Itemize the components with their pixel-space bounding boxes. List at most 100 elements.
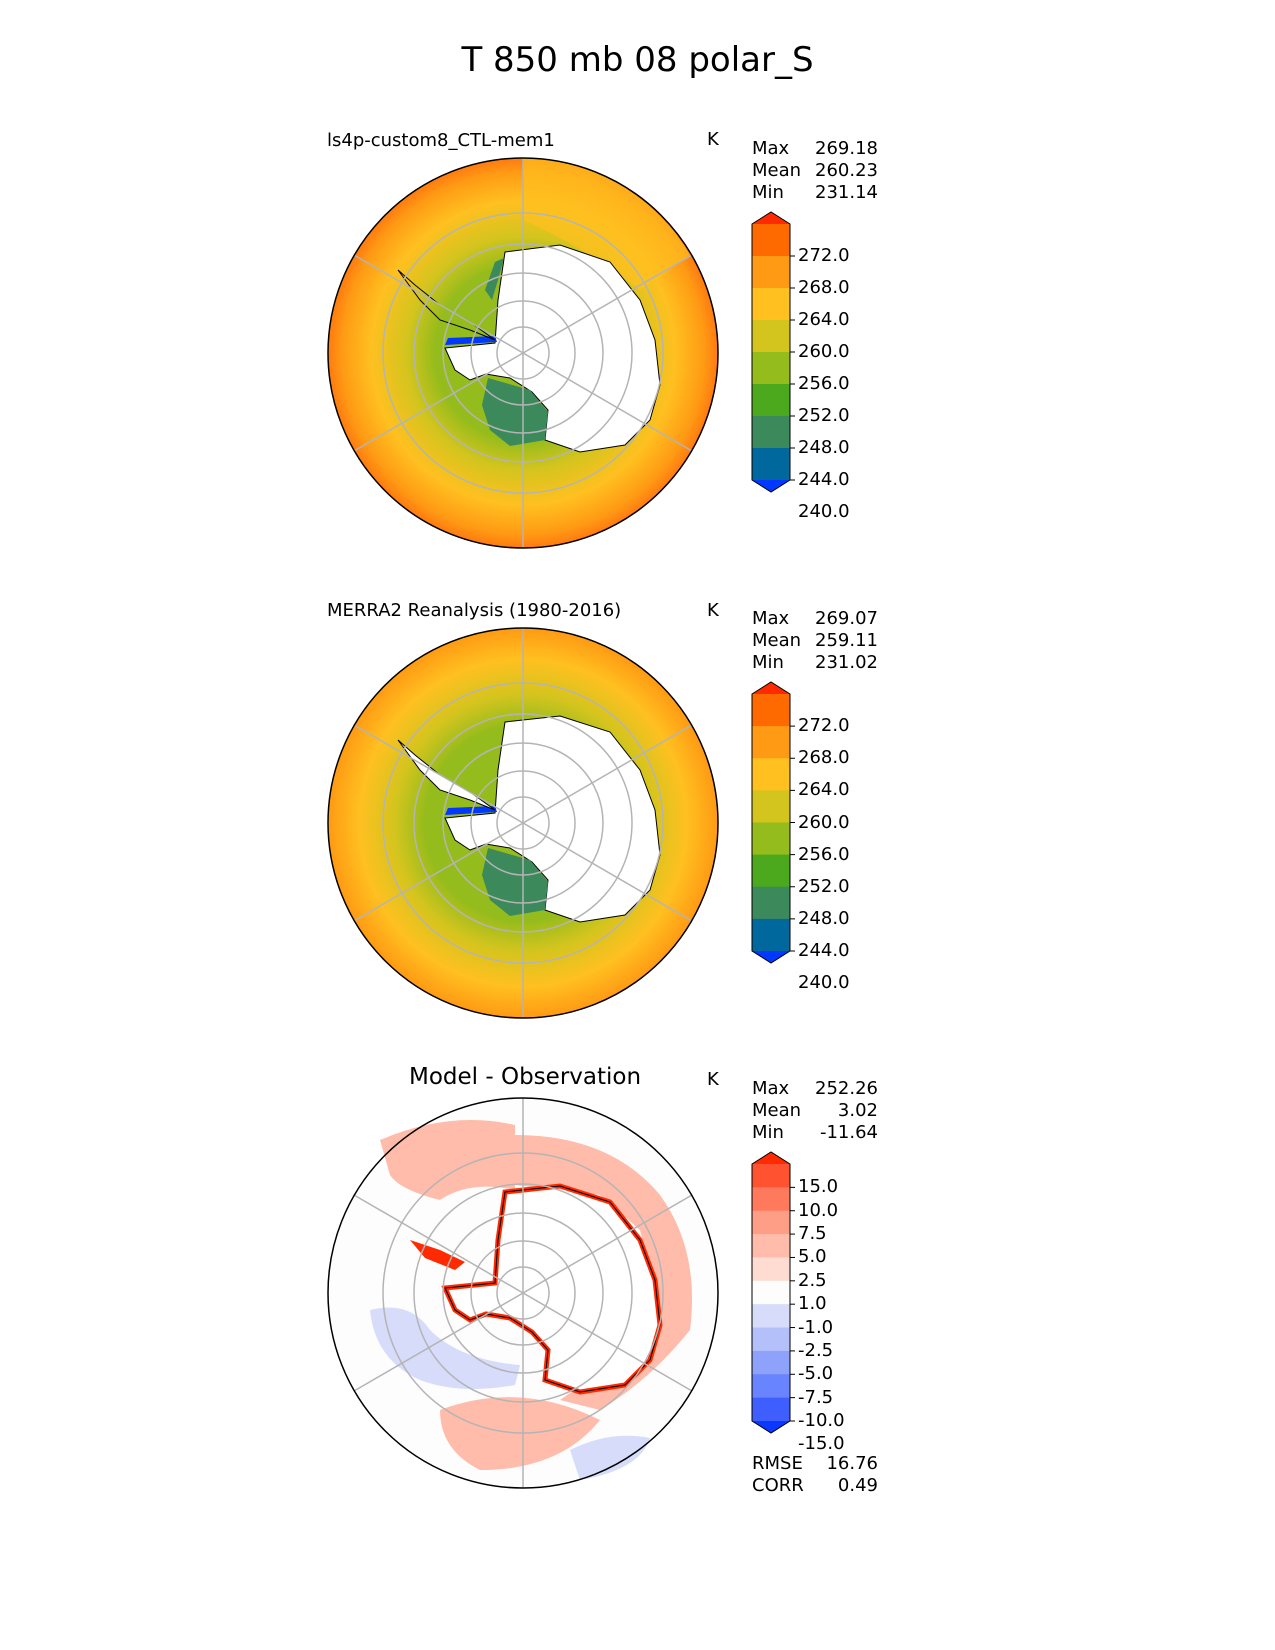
stat-value: 269.07	[815, 608, 878, 629]
cold-spot	[445, 336, 497, 345]
panel-2-unit: K	[707, 600, 719, 621]
cold-anomaly	[370, 1307, 520, 1389]
panel-3-metrics: RMSE 16.76 CORR 0.49	[752, 1453, 878, 1497]
colorbar-swatch	[752, 1374, 790, 1399]
colorbar-tick-label: 248.0	[798, 907, 850, 929]
colorbar-swatch	[752, 1397, 790, 1422]
colorbar-tick-label: -2.5	[798, 1339, 834, 1361]
panel-1-map	[327, 157, 719, 549]
colorbar-tick-label: 260.0	[798, 811, 850, 833]
colorbar-extend-top	[752, 682, 790, 694]
peninsula-coast	[397, 739, 496, 811]
colorbar-extend-bottom	[752, 1421, 790, 1433]
colorbar-swatch	[752, 726, 790, 759]
colorbar-swatch	[752, 758, 790, 791]
panel-2-map	[327, 627, 719, 1019]
panel-3-colorbar	[751, 1151, 795, 1434]
colorbar-swatch	[752, 256, 790, 289]
colorbar-tick-label: 240.0	[798, 501, 850, 522]
colorbar-swatch	[752, 886, 790, 920]
cold-anomaly	[570, 1435, 650, 1480]
colorbar-swatch	[752, 1187, 790, 1212]
graticule	[353, 628, 693, 1018]
colorbar-swatch	[752, 1350, 790, 1375]
colorbar-tick-label: 252.0	[798, 405, 850, 426]
panel-3-map	[327, 1097, 719, 1489]
colorbar-swatch	[752, 416, 790, 449]
colorbar-tick-label: 1.0	[798, 1293, 827, 1315]
colorbar-swatch	[752, 1210, 790, 1235]
colorbar-tick-label: 268.0	[798, 747, 850, 769]
graticule	[353, 1098, 693, 1488]
map-boundary	[327, 1097, 719, 1489]
panel-1-colorbar	[751, 211, 795, 493]
panel-3-stats: Max 252.26 Mean 3.02 Min -11.64	[752, 1078, 878, 1144]
colorbar-tick-label: -5.0	[798, 1363, 834, 1385]
colorbar-swatch	[752, 352, 790, 385]
stat-value: 231.14	[815, 182, 878, 203]
stat-value: 259.11	[815, 630, 878, 651]
metric-label: CORR	[752, 1475, 804, 1496]
stat-value: 231.02	[815, 652, 878, 673]
colorbar-swatch	[752, 1234, 790, 1258]
colorbar-tick-label: 244.0	[798, 940, 850, 961]
colorbar-tick-label: 260.0	[798, 341, 850, 362]
colorbar-tick-label: 244.0	[798, 469, 850, 490]
colorbar-swatch	[752, 694, 790, 727]
panel-3-title: Model - Observation	[409, 1064, 642, 1090]
colorbar-tick-label: 264.0	[798, 779, 850, 801]
colorbar-swatch	[752, 384, 790, 417]
stat-value: -11.64	[819, 1122, 878, 1143]
stat-label: Mean	[752, 1100, 802, 1121]
peninsula-coast	[397, 269, 496, 341]
stat-value: 269.18	[815, 138, 878, 159]
colorbar-tick-label: -7.5	[798, 1386, 834, 1408]
colorbar-tick-label: 240.0	[798, 972, 850, 994]
colorbar-tick-label: 268.0	[798, 277, 850, 298]
stat-value: 3.02	[837, 1100, 878, 1121]
colorbar-swatch	[752, 1280, 790, 1305]
panel-3-unit: K	[707, 1069, 719, 1090]
panel-2-title: MERRA2 Reanalysis (1980-2016)	[327, 600, 622, 621]
stat-label: Max	[752, 138, 790, 159]
colorbar-extend-top	[752, 1152, 790, 1164]
colorbar-tick-label: 248.0	[798, 437, 850, 458]
graticule	[353, 158, 693, 548]
colorbar-swatch	[752, 1304, 790, 1329]
colorbar-tick-label: 272.0	[798, 715, 850, 737]
colorbar-extend-bottom	[752, 480, 790, 492]
metric-label: RMSE	[752, 1453, 803, 1474]
colorbar-tick-label: 272.0	[798, 245, 850, 266]
colorbar-tick-label: 264.0	[798, 309, 850, 330]
colorbar-swatch	[752, 448, 790, 481]
stat-label: Mean	[752, 630, 802, 651]
stat-label: Min	[752, 182, 784, 203]
stat-label: Mean	[752, 160, 802, 181]
colorbar-swatch	[752, 918, 790, 952]
warm-anomaly	[380, 1120, 515, 1200]
colorbar-tick-label: 2.5	[798, 1269, 827, 1291]
colorbar-swatch	[752, 1257, 790, 1282]
warm-sector	[523, 158, 690, 290]
colorbar-swatch	[752, 790, 790, 823]
colorbar-tick-label: -10.0	[798, 1410, 845, 1431]
colorbar-tick-label: 252.0	[798, 875, 850, 897]
panel-1-unit: K	[707, 129, 719, 150]
stat-label: Max	[752, 608, 790, 629]
colorbar-tick-label: 256.0	[798, 843, 850, 865]
colorbar-tick-label: -1.0	[798, 1316, 834, 1338]
panel-2-colorbar	[751, 681, 795, 964]
colorbar-swatch	[752, 288, 790, 321]
colorbar-tick-label: 5.0	[798, 1246, 827, 1268]
colorbar-extend-bottom	[752, 951, 790, 963]
colorbar-tick-label: 7.5	[798, 1223, 827, 1245]
stat-label: Min	[752, 1122, 784, 1143]
colorbar-swatch	[752, 224, 790, 257]
stat-label: Max	[752, 1078, 790, 1099]
metric-value: 16.76	[826, 1453, 878, 1474]
stat-value: 252.26	[815, 1078, 878, 1099]
stat-value: 260.23	[815, 160, 878, 181]
map-boundary	[327, 627, 719, 1019]
colorbar-tick-label: 10.0	[798, 1199, 839, 1221]
map-boundary	[327, 157, 719, 549]
